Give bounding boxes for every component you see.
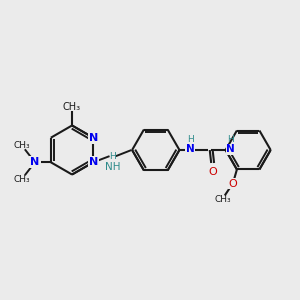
Text: NH: NH [105,163,120,172]
Text: O: O [208,167,217,177]
Text: O: O [228,179,237,189]
Text: N: N [226,144,235,154]
Text: N: N [30,157,40,167]
Text: H: H [187,135,194,144]
Text: N: N [89,133,98,143]
Text: CH₃: CH₃ [215,195,231,204]
Text: CH₃: CH₃ [63,102,81,112]
Text: H: H [109,152,116,161]
Text: N: N [89,157,98,167]
Text: CH₃: CH₃ [14,141,30,150]
Text: N: N [186,144,194,154]
Text: CH₃: CH₃ [14,175,30,184]
Text: H: H [227,135,234,144]
